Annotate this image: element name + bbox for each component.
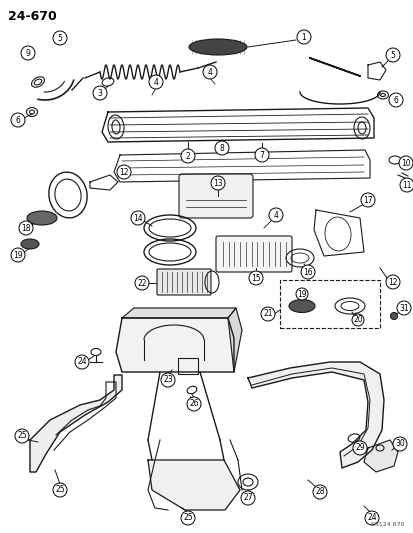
Text: 13: 13 [213,179,222,188]
Circle shape [268,208,282,222]
Bar [279,280,379,328]
Text: 4: 4 [273,211,278,220]
Text: 1: 1 [301,33,306,42]
Text: 26: 26 [189,400,198,408]
Circle shape [396,301,410,315]
Circle shape [15,429,29,443]
Circle shape [312,485,326,499]
Text: 20: 20 [352,316,362,325]
Polygon shape [122,308,235,318]
Circle shape [388,93,402,107]
Text: 19: 19 [13,251,23,260]
Text: 21: 21 [263,310,272,319]
Circle shape [385,48,399,62]
Text: 15: 15 [251,273,260,282]
Text: 31: 31 [398,303,408,312]
Circle shape [248,271,262,285]
Circle shape [352,441,366,455]
Circle shape [295,288,307,300]
Circle shape [211,176,224,190]
Text: 11: 11 [401,181,411,190]
Ellipse shape [27,211,57,225]
Text: 7: 7 [259,150,264,159]
Circle shape [392,437,406,451]
Text: 24-670: 24-670 [8,10,57,23]
Polygon shape [228,308,242,372]
Text: 25: 25 [17,432,27,440]
Text: 10: 10 [400,158,410,167]
Text: 12: 12 [387,278,397,287]
Ellipse shape [189,39,247,55]
Text: 22: 22 [137,279,146,287]
FancyBboxPatch shape [157,269,211,295]
Circle shape [161,373,175,387]
Text: 28: 28 [314,488,324,497]
Circle shape [149,75,163,89]
Text: 23: 23 [163,376,172,384]
Ellipse shape [21,239,39,249]
Text: 18: 18 [21,223,31,232]
Circle shape [398,156,412,170]
Text: 29: 29 [354,443,364,453]
Circle shape [53,483,67,497]
Circle shape [11,248,25,262]
Circle shape [75,355,89,369]
Polygon shape [116,318,233,372]
Circle shape [296,30,310,44]
Circle shape [214,141,228,155]
Circle shape [21,46,35,60]
Circle shape [131,211,145,225]
Text: 19: 19 [297,289,306,298]
Circle shape [117,165,131,179]
Circle shape [351,314,363,326]
Ellipse shape [389,312,396,319]
Text: 8: 8 [219,143,224,152]
Circle shape [53,31,67,45]
FancyBboxPatch shape [178,174,252,218]
Text: 16: 16 [302,268,312,277]
Circle shape [19,221,33,235]
Circle shape [399,178,413,192]
Text: 27: 27 [242,494,252,503]
Circle shape [93,86,107,100]
Polygon shape [363,440,397,472]
Circle shape [202,65,216,79]
Circle shape [254,148,268,162]
Circle shape [364,511,378,525]
Circle shape [180,511,195,525]
Text: 3: 3 [97,88,102,98]
Text: 4: 4 [153,77,158,86]
Circle shape [260,307,274,321]
Text: 25: 25 [55,486,65,495]
Polygon shape [147,460,240,510]
Text: 14: 14 [133,214,142,222]
Text: 9: 9 [26,49,31,58]
Text: 2: 2 [185,151,190,160]
Circle shape [240,491,254,505]
Text: 30: 30 [394,440,404,448]
Ellipse shape [288,300,314,312]
Circle shape [300,265,314,279]
Text: 25: 25 [183,513,192,522]
Text: 6: 6 [16,116,20,125]
Polygon shape [30,375,122,472]
Circle shape [360,193,374,207]
Text: 5: 5 [57,34,62,43]
Text: 12: 12 [119,167,128,176]
Circle shape [187,397,201,411]
Text: 95124 670: 95124 670 [370,522,404,527]
Circle shape [135,276,149,290]
Text: 6: 6 [393,95,397,104]
FancyBboxPatch shape [216,236,291,272]
Text: 5: 5 [389,51,394,60]
Text: 4: 4 [207,68,212,77]
Text: 24: 24 [77,358,87,367]
Polygon shape [247,362,383,468]
Circle shape [385,275,399,289]
Text: 17: 17 [362,196,372,205]
Text: 24: 24 [366,513,376,522]
Circle shape [11,113,25,127]
Circle shape [180,149,195,163]
